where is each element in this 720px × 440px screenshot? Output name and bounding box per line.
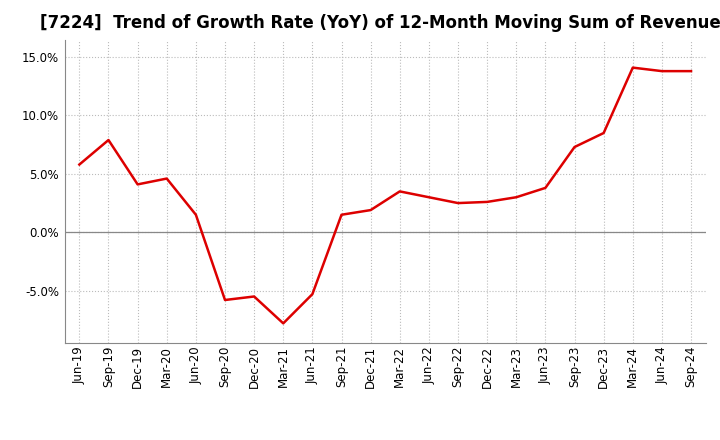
Title: [7224]  Trend of Growth Rate (YoY) of 12-Month Moving Sum of Revenues: [7224] Trend of Growth Rate (YoY) of 12-… [40,15,720,33]
